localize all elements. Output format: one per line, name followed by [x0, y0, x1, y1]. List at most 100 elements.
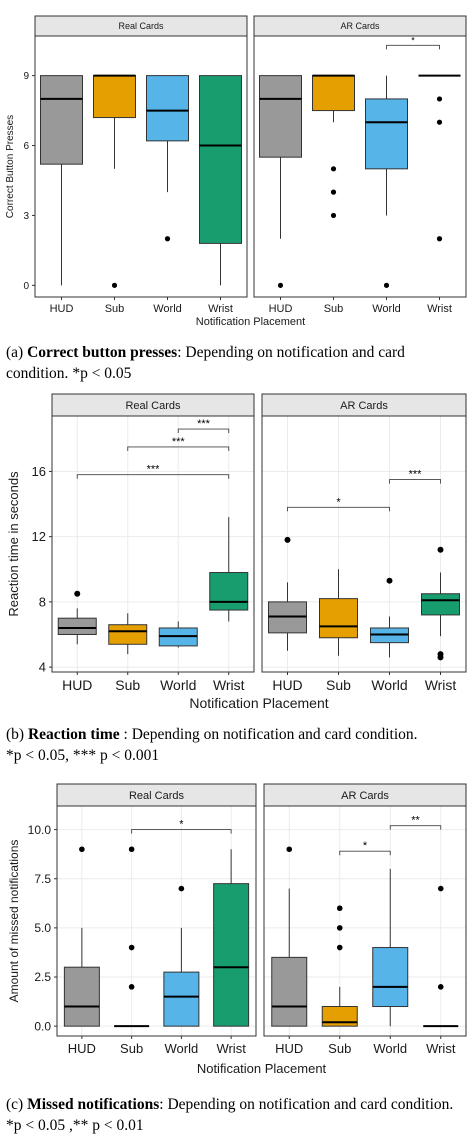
caption-c-label: (c): [6, 1096, 24, 1113]
box-wrist: [418, 74, 461, 242]
x-tick-label: World: [160, 677, 196, 693]
x-tick-label: World: [153, 303, 182, 315]
y-tick-label: 12: [32, 529, 46, 544]
panel-border: [253, 35, 467, 298]
chart-correct-button-presses: Real Cards HUD Sub World Wrist AR Cards * HUD Su…: [5, 15, 467, 328]
x-tick-label: HUD: [269, 303, 293, 315]
box-world: [365, 75, 408, 288]
caption-a: (a) Correct button presses: Depending on…: [6, 342, 468, 384]
panel-ar-cards: AR Cards****HUD Sub World Wrist: [261, 393, 467, 693]
caption-b-title: Reaction time: [27, 726, 120, 743]
box-body: [199, 75, 242, 244]
x-tick-label: Sub: [328, 1041, 351, 1056]
significance-bracket: ***: [127, 436, 230, 451]
y-tick-label: 10.0: [28, 823, 52, 837]
x-tick-label: World: [165, 1041, 199, 1056]
outlier-point: [436, 96, 443, 102]
outlier-point: [436, 236, 443, 242]
caption-b-text: : Depending on notification and card con…: [119, 726, 418, 743]
significance-label: *: [363, 840, 368, 852]
panel-ar-cards: AR Cards * HUD Sub World Wrist: [253, 15, 467, 315]
x-tick-label: World: [373, 1041, 407, 1056]
bracket-line: [76, 474, 230, 479]
caption-c-significance: *p < 0.05 ,** p < 0.01: [6, 1117, 144, 1134]
panel-title: Real Cards: [125, 400, 181, 412]
y-axis-title: Correct Button Presses: [5, 115, 16, 218]
box-wrist: [199, 75, 242, 286]
box-body: [213, 883, 250, 1027]
y-tick-label: 0: [23, 281, 29, 292]
box-sub: [319, 569, 358, 656]
caption-a-significance: *p < 0.05: [72, 365, 132, 382]
outlier-point: [437, 984, 444, 990]
caption-c-text: : Depending on notification and card con…: [159, 1096, 454, 1113]
outlier-point: [128, 846, 135, 853]
outlier-point: [336, 944, 343, 951]
box-body: [312, 75, 355, 112]
y-tick-label: 6: [23, 141, 29, 152]
significance-label: ***: [197, 418, 211, 430]
significance-bracket: *: [339, 840, 391, 856]
x-tick-label: World: [372, 303, 401, 315]
outlier-point: [277, 282, 284, 288]
caption-a-label: (a): [6, 344, 24, 361]
outlier-point: [336, 905, 343, 912]
x-tick-label: HUD: [62, 677, 92, 693]
box-wrist: [423, 885, 459, 1028]
box-body: [146, 75, 189, 142]
significance-bracket: *: [386, 35, 440, 50]
box-wrist: [421, 546, 460, 661]
box-hud: [268, 536, 307, 651]
outlier-point: [111, 282, 118, 288]
caption-b-label: (b): [6, 726, 25, 743]
y-tick-label: 2.5: [34, 970, 51, 984]
outlier-point: [330, 212, 337, 219]
y-tick-label: 16: [32, 464, 46, 479]
x-tick-label: Wrist: [426, 1041, 456, 1056]
outlier-point: [128, 984, 135, 990]
bracket-line: [389, 825, 442, 830]
caption-a-text: : Depending on notification and card con…: [6, 344, 405, 382]
box-hud: [57, 590, 97, 645]
panel-real-cards: Real Cards HUD Sub World Wrist: [34, 15, 248, 315]
box-wrist: [213, 849, 250, 1027]
bracket-line: [131, 829, 232, 834]
box-body: [319, 598, 358, 639]
outlier-point: [386, 577, 393, 584]
caption-c: (c) Missed notifications: Depending on n…: [6, 1094, 468, 1136]
panel-border: [34, 35, 248, 298]
box-world: [372, 868, 409, 1027]
x-tick-label: Wrist: [213, 677, 245, 693]
x-axis-title: Notification Placement: [189, 695, 328, 711]
box-body: [108, 624, 148, 645]
box-hud: [40, 75, 83, 286]
panel-title: AR Cards: [340, 400, 388, 412]
outlier-point: [286, 846, 293, 853]
box-body: [63, 966, 100, 1027]
x-tick-label: HUD: [275, 1041, 303, 1056]
box-sub: [114, 846, 150, 1028]
box-hud: [63, 846, 100, 1027]
outlier-point: [336, 925, 343, 931]
bracket-line: [177, 428, 230, 434]
y-axis-title: Reaction time in seconds: [6, 471, 21, 617]
significance-label: ***: [147, 464, 161, 476]
panel-border: [261, 415, 467, 673]
x-tick-label: HUD: [272, 677, 302, 693]
outlier-point: [330, 166, 337, 172]
panel-ar-cards: AR Cards***HUD Sub World Wrist: [263, 783, 467, 1056]
y-tick-label: 7.5: [34, 872, 51, 886]
plot-area: [262, 416, 466, 672]
box-sub: [108, 613, 148, 655]
significance-label: **: [411, 815, 420, 827]
outlier-point: [383, 282, 390, 288]
box-body: [93, 75, 136, 119]
panel-border: [263, 805, 467, 1037]
panel-title: AR Cards: [340, 21, 380, 31]
panel-border: [56, 805, 257, 1037]
significance-bracket: **: [389, 815, 442, 830]
panel-title: Real Cards: [129, 790, 185, 802]
outlier-point: [284, 536, 291, 543]
outlier-point: [164, 236, 171, 242]
